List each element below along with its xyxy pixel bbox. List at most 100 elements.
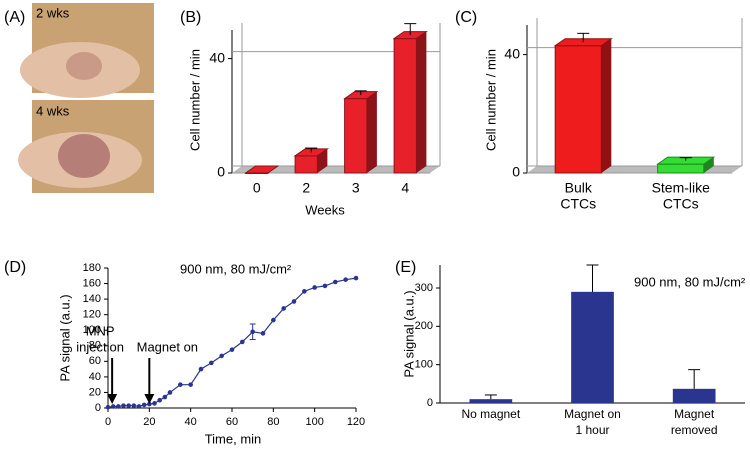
marker <box>281 306 286 311</box>
x-axis-label: Weeks <box>305 202 345 217</box>
y-axis-label: PA signal (a.u.) <box>401 290 416 377</box>
x-tick-label: Magnet on <box>564 407 621 421</box>
y-tick-label: 40 <box>89 371 101 383</box>
bar-side <box>601 38 612 173</box>
arrow-label: MNP <box>86 323 115 338</box>
x-tick-label: 100 <box>305 416 323 428</box>
y-axis-label: Cell number / min <box>483 49 498 151</box>
x-tick-label: Magnet <box>674 407 715 421</box>
x-tick-label: 1 hour <box>575 423 609 437</box>
bar <box>571 291 614 403</box>
marker <box>343 277 348 282</box>
bar <box>657 163 705 174</box>
x-tick-label: CTCs <box>663 196 699 212</box>
annotation: 900 nm, 80 mJ/cm² <box>180 261 292 276</box>
floor <box>232 166 440 173</box>
marker <box>188 382 193 387</box>
marker <box>271 317 276 323</box>
x-axis-label: Time, min <box>205 431 262 446</box>
marker <box>291 299 297 304</box>
y-tick-label: 0 <box>427 397 433 409</box>
bar-side <box>366 91 377 173</box>
arrow-label: injection <box>76 339 124 354</box>
y-tick-label: 180 <box>83 262 101 274</box>
x-tick-label: 3 <box>352 180 360 196</box>
y-tick-label: 300 <box>415 282 433 294</box>
bar-side <box>416 31 427 173</box>
bar <box>393 38 417 174</box>
tumor <box>58 134 110 178</box>
x-tick-label: Bulk <box>565 180 593 196</box>
marker <box>209 360 214 366</box>
x-tick-label: 20 <box>143 416 155 428</box>
y-tick-label: 0 <box>512 164 520 180</box>
marker <box>240 339 245 345</box>
marker <box>167 390 173 395</box>
marker <box>110 404 116 409</box>
y-axis-label: Cell number / min <box>187 49 202 151</box>
y-tick-label: 60 <box>89 355 101 367</box>
marker <box>126 403 131 408</box>
x-tick-label: CTCs <box>560 196 596 212</box>
x-tick-label: 4 <box>401 180 409 196</box>
bar <box>469 399 513 403</box>
y-tick-label: 160 <box>83 277 101 289</box>
marker <box>116 404 121 409</box>
marker <box>219 353 224 359</box>
marker <box>229 347 235 352</box>
annotation: 900 nm, 80 mJ/cm² <box>634 274 746 289</box>
bar <box>672 388 716 403</box>
y-tick-label: 140 <box>83 293 101 305</box>
y-tick-label: 200 <box>415 320 433 332</box>
marker <box>147 401 152 407</box>
marker <box>333 279 338 285</box>
panel-label: (D) <box>4 259 26 276</box>
y-tick-label: 80 <box>89 340 101 352</box>
marker <box>302 289 307 294</box>
x-tick-label: 2 <box>302 180 310 196</box>
tumor <box>66 52 102 80</box>
bar <box>344 98 368 174</box>
marker <box>152 401 157 406</box>
arrow-head <box>107 394 118 404</box>
y-tick-label: 20 <box>89 386 101 398</box>
panel-label: (B) <box>180 9 201 26</box>
y-tick-label: 0 <box>95 402 101 414</box>
marker <box>322 283 328 289</box>
panel-label: (A) <box>4 9 25 26</box>
panel-label: (C) <box>455 9 477 26</box>
y-tick-label: 100 <box>415 359 433 371</box>
marker <box>121 403 126 408</box>
panel-label: (E) <box>395 259 416 276</box>
photo-caption: 4 wks <box>36 103 70 118</box>
x-tick-label: 0 <box>253 180 261 196</box>
marker <box>162 394 168 400</box>
marker <box>260 331 266 336</box>
x-tick-label: Stem-like <box>652 180 711 196</box>
bar-side <box>703 157 714 173</box>
bar-side <box>317 148 328 173</box>
y-tick-label: 0 <box>217 164 225 180</box>
marker <box>198 366 204 372</box>
bar <box>294 155 318 174</box>
arrow-head <box>144 394 155 404</box>
x-tick-label: removed <box>671 423 718 437</box>
marker <box>136 404 142 409</box>
marker <box>131 403 137 408</box>
marker <box>353 275 359 281</box>
marker <box>141 402 147 408</box>
y-tick-label: 120 <box>83 309 101 321</box>
y-tick-label: 40 <box>504 45 520 61</box>
marker <box>312 285 317 290</box>
marker <box>178 382 183 387</box>
arrow-label: Magnet on <box>137 339 198 354</box>
marker <box>157 397 162 403</box>
y-axis-label: PA signal (a.u.) <box>57 294 72 381</box>
x-tick-label: 120 <box>347 416 365 428</box>
x-tick-label: 0 <box>105 416 111 428</box>
x-tick-label: 40 <box>185 416 197 428</box>
marker <box>105 404 111 410</box>
x-tick-label: No magnet <box>461 407 520 421</box>
x-tick-label: 60 <box>226 416 238 428</box>
